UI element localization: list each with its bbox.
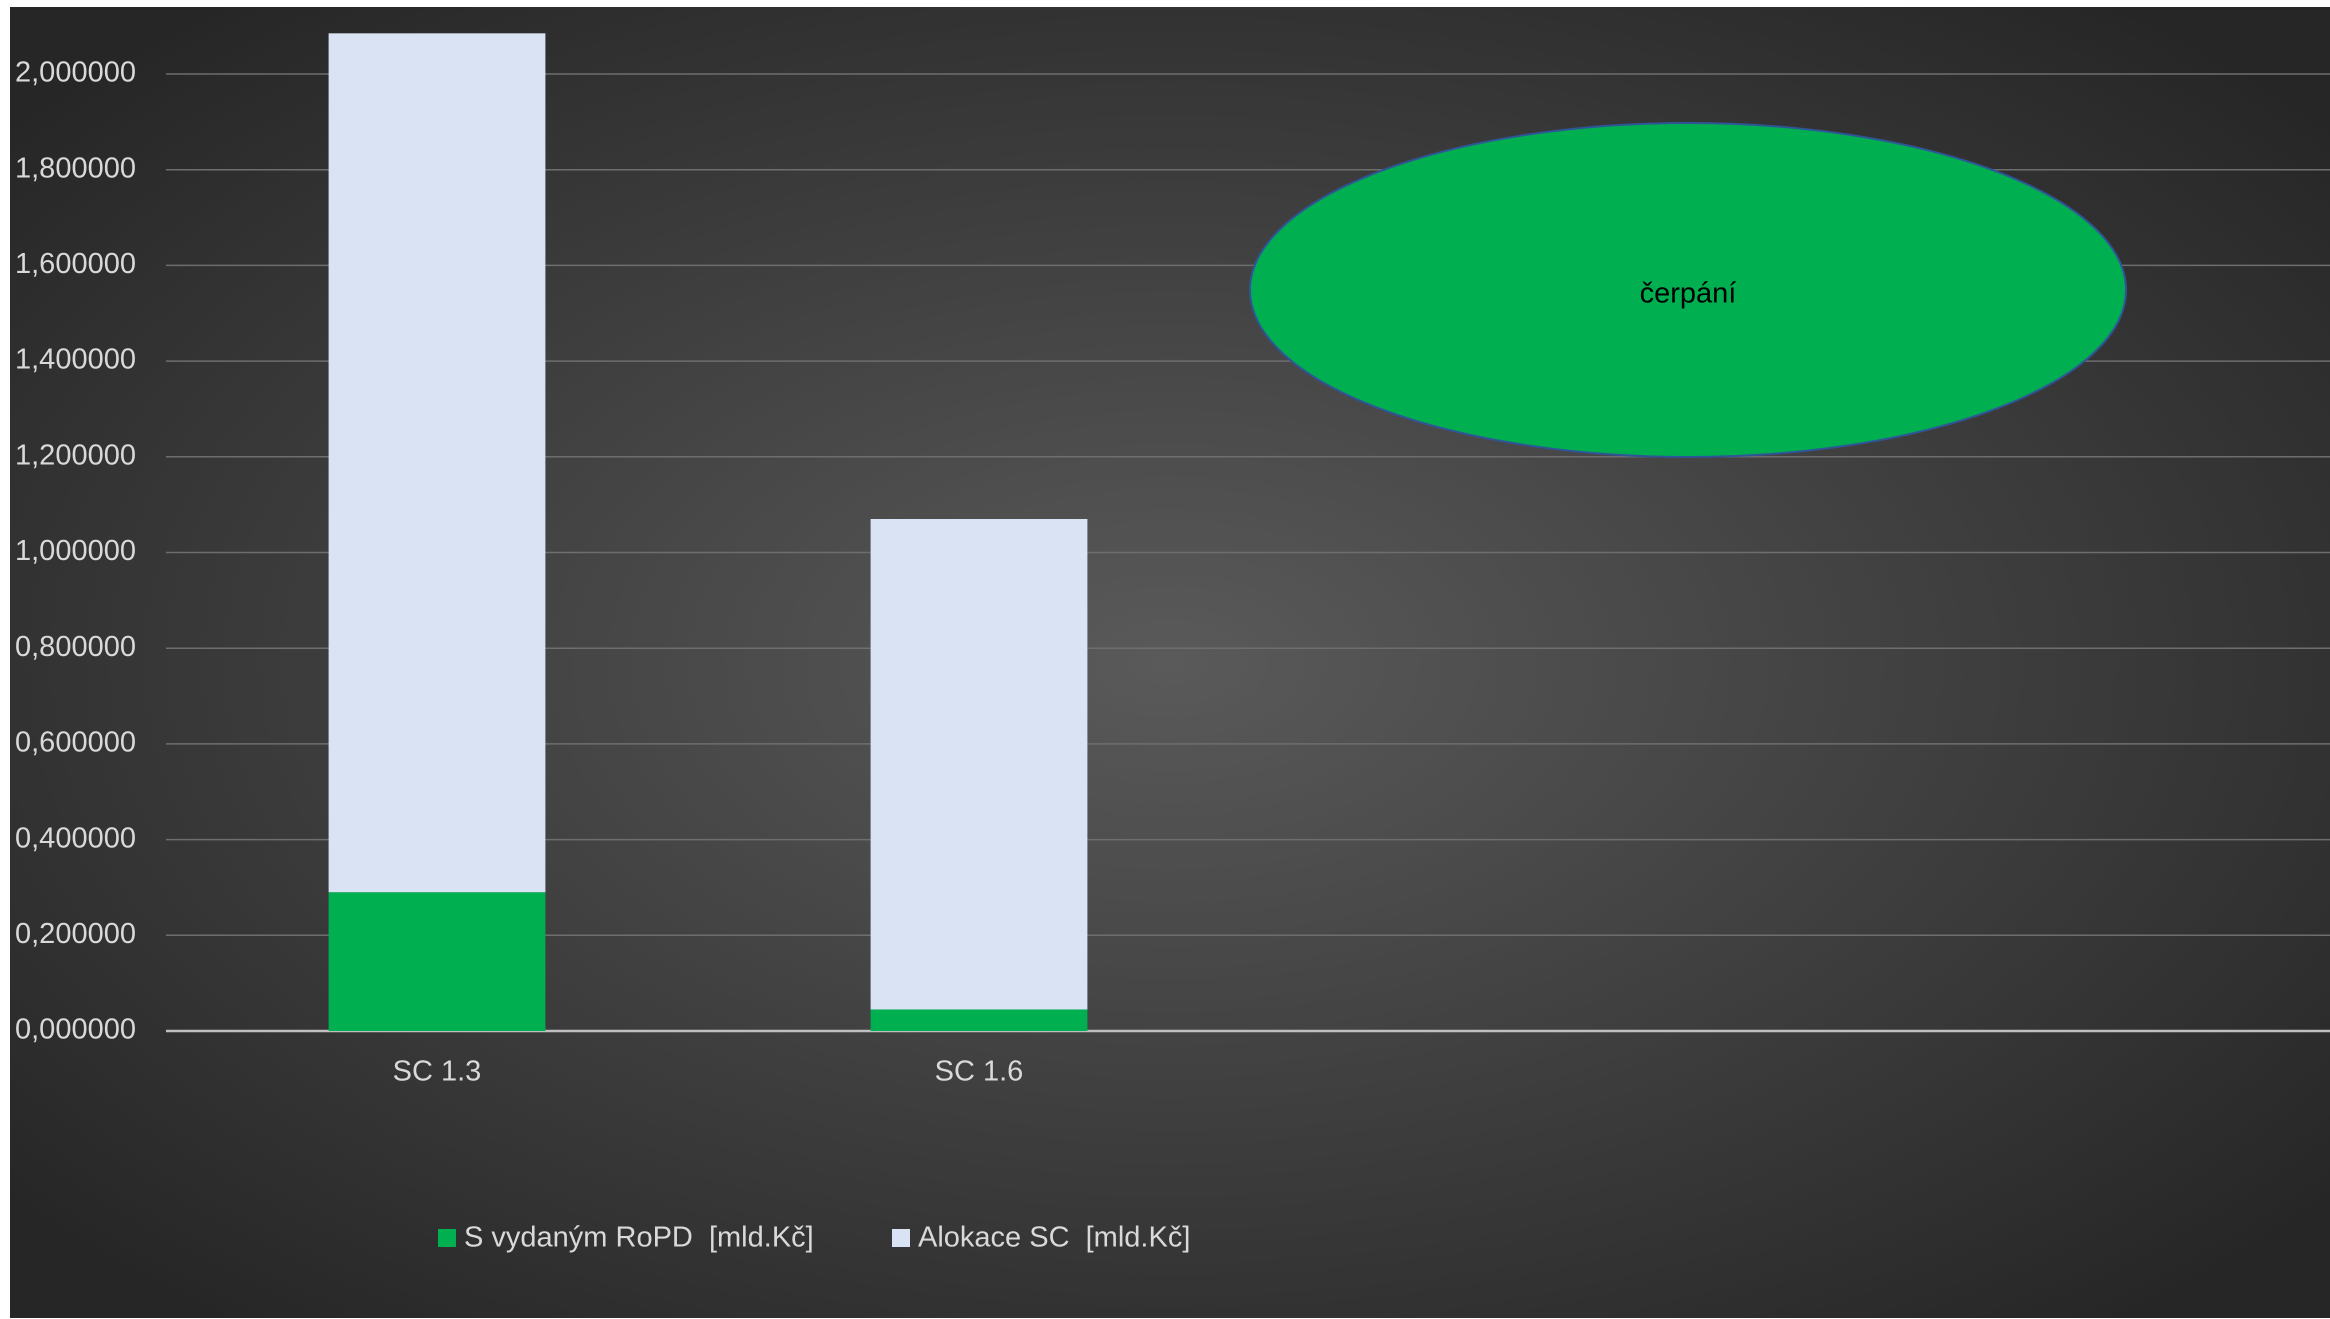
y-tick-label: 0,800000 <box>15 631 136 663</box>
bar-segment <box>870 1009 1088 1031</box>
y-tick-label: 1,400000 <box>15 344 136 376</box>
bar-segment <box>328 892 546 1031</box>
y-tick-label: 1,200000 <box>15 439 136 471</box>
x-tick-label: SC 1.3 <box>393 1056 482 1088</box>
annotation-text: čerpání <box>1640 278 1737 310</box>
y-tick-label: 1,600000 <box>15 248 136 280</box>
x-tick-label: SC 1.6 <box>935 1056 1024 1088</box>
y-tick-label: 0,600000 <box>15 727 136 759</box>
annotation-ellipse <box>1249 122 2127 458</box>
legend-label: Alokace SC [mld.Kč] <box>918 1222 1190 1254</box>
legend-swatch <box>438 1229 456 1247</box>
legend-label: S vydaným RoPD [mld.Kč] <box>464 1222 814 1254</box>
bar-segment <box>870 519 1088 1010</box>
y-tick-label: 1,800000 <box>15 152 136 184</box>
legend-swatch <box>892 1229 910 1247</box>
y-tick-label: 0,400000 <box>15 822 136 854</box>
bar-segment <box>328 33 546 893</box>
y-tick-label: 0,200000 <box>15 918 136 950</box>
y-tick-label: 0,000000 <box>15 1014 136 1046</box>
y-tick-label: 2,000000 <box>15 57 136 89</box>
y-tick-label: 1,000000 <box>15 535 136 567</box>
